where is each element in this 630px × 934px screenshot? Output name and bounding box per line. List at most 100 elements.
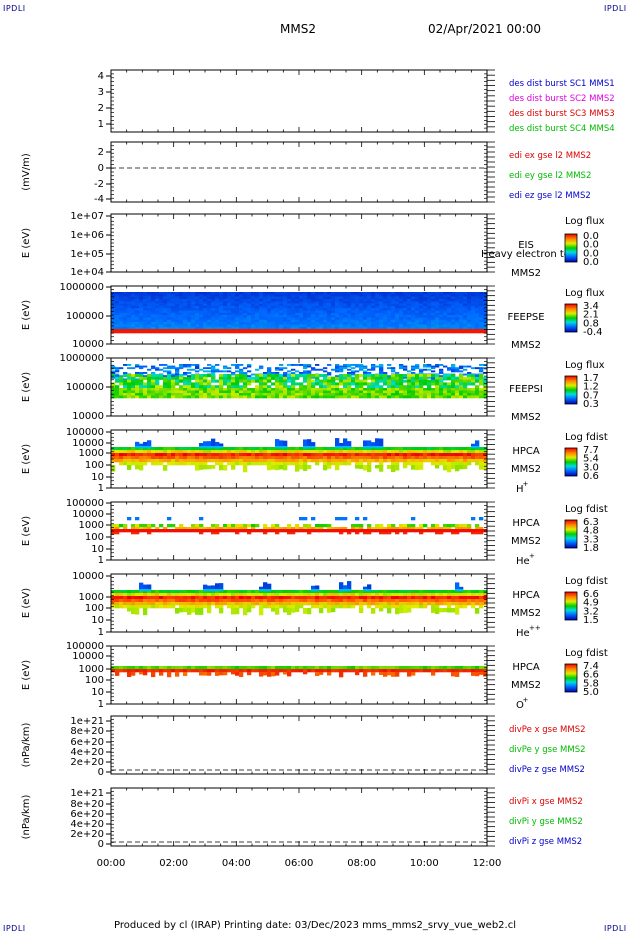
spectrogram-cell bbox=[135, 378, 140, 381]
spectrogram-cell bbox=[151, 462, 156, 466]
spectrogram-cell bbox=[315, 453, 320, 457]
spectrogram-cell bbox=[167, 524, 172, 528]
spectrogram-cell bbox=[167, 317, 172, 321]
spectrogram-cell bbox=[139, 296, 144, 300]
spectrogram-cell bbox=[139, 301, 144, 304]
spectrogram-cell bbox=[195, 602, 200, 606]
colorbar-title: Log fdist bbox=[565, 432, 608, 443]
spectrogram-cell bbox=[391, 315, 396, 318]
spectrogram-cell bbox=[427, 450, 432, 454]
spectrogram-cell bbox=[223, 459, 228, 463]
spectrogram-cell bbox=[195, 364, 200, 366]
spectrogram-cell bbox=[271, 324, 276, 327]
spectrogram-cell bbox=[259, 301, 264, 304]
spectrogram-cell bbox=[479, 367, 484, 370]
spectrogram-cell bbox=[439, 368, 444, 371]
spectrogram-cell bbox=[367, 393, 372, 396]
spectrogram-cell bbox=[135, 364, 140, 366]
spectrogram-cell bbox=[483, 372, 488, 374]
spectrogram-cell bbox=[199, 296, 204, 300]
spectrogram-cell bbox=[395, 296, 400, 300]
spectrogram-cell bbox=[119, 450, 124, 454]
spectrogram-cell bbox=[439, 390, 444, 394]
spectrogram-cell bbox=[303, 465, 308, 471]
spectrogram-cell bbox=[135, 524, 140, 528]
spectrogram-cell bbox=[127, 374, 132, 378]
spectrogram-cell bbox=[411, 529, 416, 533]
spectrogram-cell bbox=[407, 317, 412, 321]
spectrogram-cell bbox=[211, 310, 216, 314]
spectrogram-cell bbox=[255, 292, 260, 295]
spectrogram-cell bbox=[419, 315, 424, 318]
spectrogram-cell bbox=[187, 292, 192, 295]
spectrogram-cell bbox=[267, 393, 272, 396]
spectrogram-cell bbox=[231, 453, 236, 457]
spectrogram-cell bbox=[303, 395, 308, 399]
spectrogram-cell bbox=[311, 367, 316, 370]
spectrogram-cell bbox=[171, 301, 176, 304]
spectrogram-cell bbox=[355, 374, 360, 378]
spectrogram-cell bbox=[179, 296, 184, 300]
spectrogram-cell bbox=[407, 298, 412, 302]
spectrogram-cell bbox=[275, 292, 280, 295]
spectrogram-cell bbox=[239, 393, 244, 396]
spacecraft-label: MMS2 bbox=[511, 340, 541, 351]
spectrogram-cell bbox=[219, 376, 224, 380]
spectrogram-cell bbox=[403, 527, 408, 530]
spectrogram-cell bbox=[435, 374, 440, 378]
spectrogram-cell bbox=[427, 382, 432, 386]
spectrogram-cell bbox=[347, 317, 352, 321]
spectrogram-cell bbox=[127, 296, 132, 300]
spectrogram-cell bbox=[419, 310, 424, 314]
spectrogram-cell bbox=[371, 301, 376, 304]
spectrogram-cell bbox=[195, 367, 200, 370]
spectrogram-cell bbox=[239, 319, 244, 323]
spectrogram-cell bbox=[415, 298, 420, 302]
spectrogram-cell bbox=[383, 305, 388, 309]
spectrogram-cell bbox=[251, 322, 256, 325]
spectrogram-cell bbox=[447, 529, 452, 533]
spectrogram-cell bbox=[331, 303, 336, 307]
spectrogram-cell bbox=[231, 296, 236, 300]
spectrogram-cell bbox=[175, 390, 180, 394]
spectrogram-cell bbox=[275, 326, 280, 330]
spectrogram-cell bbox=[111, 374, 116, 378]
spectrogram-cell bbox=[399, 364, 404, 366]
spectrogram-cell bbox=[387, 367, 392, 370]
spectrogram-cell bbox=[251, 324, 256, 327]
spectrogram-cell bbox=[223, 590, 228, 594]
spectrogram-cell bbox=[199, 308, 204, 311]
spectrogram-cell bbox=[191, 324, 196, 327]
spectrogram-cell bbox=[167, 319, 172, 323]
spectrogram-cell bbox=[235, 367, 240, 370]
spectrogram-cell bbox=[243, 388, 248, 391]
spectrogram-cell bbox=[151, 596, 156, 600]
spectrogram-cell bbox=[335, 312, 340, 316]
spectrogram-cell bbox=[139, 602, 144, 606]
spectrogram-cell bbox=[367, 465, 372, 473]
spectrogram-cell bbox=[167, 462, 172, 466]
spectrogram-cell bbox=[263, 298, 268, 302]
spectrogram-cell bbox=[375, 319, 380, 323]
spectrogram-cell bbox=[447, 450, 452, 454]
spectrogram-cell bbox=[111, 376, 116, 379]
spectrogram-cell bbox=[439, 317, 444, 321]
y-tick-label: 1 bbox=[98, 555, 104, 566]
spectrogram-cell bbox=[243, 379, 248, 383]
spectrogram-cell bbox=[399, 529, 404, 533]
spectrogram-cell bbox=[479, 310, 484, 314]
spectrogram-cell bbox=[227, 296, 232, 300]
spectrogram-cell bbox=[411, 527, 416, 530]
spectrogram-cell bbox=[179, 605, 184, 609]
spectrogram-cell bbox=[363, 465, 368, 471]
spectrogram-cell bbox=[247, 301, 252, 304]
spectrogram-cell bbox=[159, 376, 164, 380]
spectrogram-cell bbox=[203, 446, 208, 449]
spectrogram-cell bbox=[183, 456, 188, 460]
spectrogram-cell bbox=[247, 365, 252, 368]
spectrogram-cell bbox=[291, 382, 296, 386]
spectrogram-cell bbox=[475, 390, 480, 394]
spectrogram-cell bbox=[147, 315, 152, 318]
spectrogram-cell bbox=[383, 298, 388, 302]
spectrogram-cell bbox=[307, 294, 312, 297]
